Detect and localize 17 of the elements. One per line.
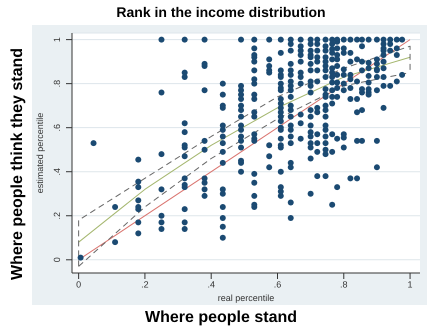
x-tick-label: 0 xyxy=(76,279,82,290)
x-tick-label: 1 xyxy=(408,279,413,290)
y-tick-label: .4 xyxy=(52,168,62,176)
chart-title: Rank in the income distribution xyxy=(115,4,327,20)
y-tick-label: .6 xyxy=(52,124,62,132)
x-tick-label: .4 xyxy=(207,279,215,290)
x-tick-label: .2 xyxy=(141,279,149,290)
x-tick-label: .6 xyxy=(274,279,282,290)
y-tick-label: 1 xyxy=(52,37,62,42)
y-tick-label: 0 xyxy=(52,257,62,262)
text: Where people think they stand xyxy=(9,46,27,282)
x-tick-label: .8 xyxy=(340,279,348,290)
x-axis-title: real percentile xyxy=(218,293,274,303)
y-tick-label: .8 xyxy=(52,80,62,88)
y-tick-label: .2 xyxy=(52,212,62,220)
y-axis-title: estimated percentile xyxy=(35,112,46,194)
text: Where people stand xyxy=(144,309,298,327)
